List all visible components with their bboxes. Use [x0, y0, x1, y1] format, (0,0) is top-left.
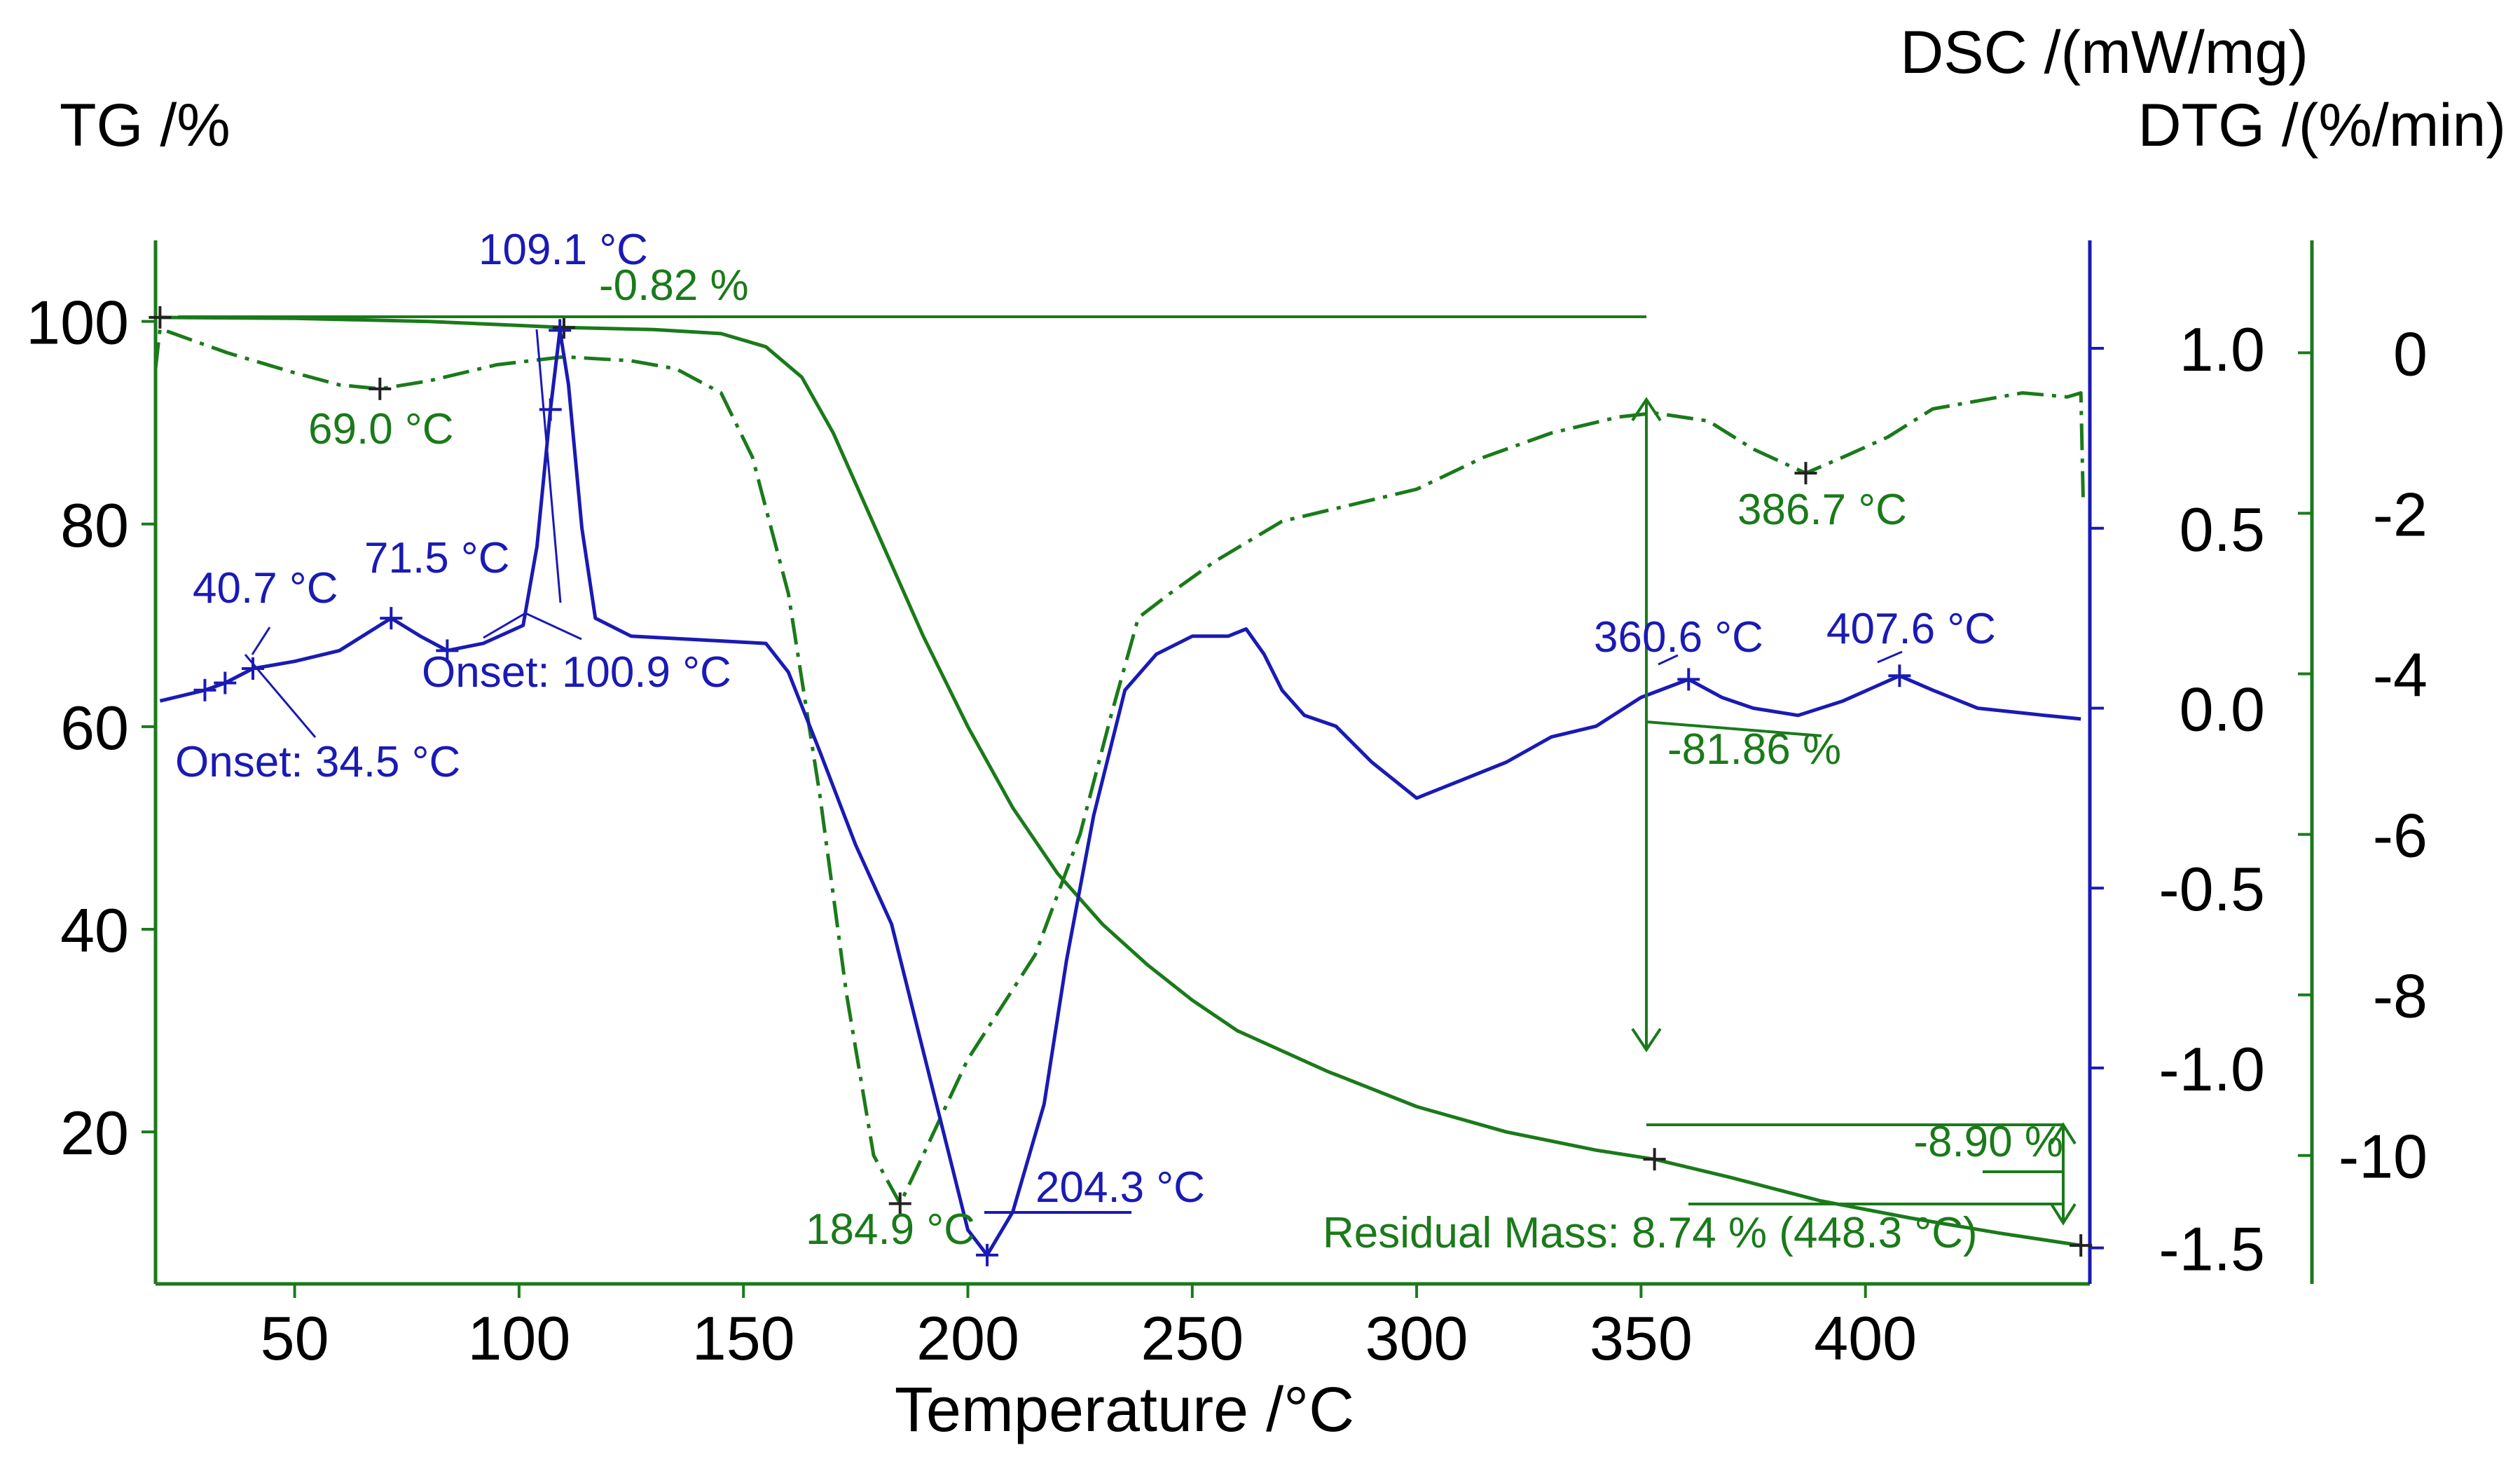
- annot-residual-mass: Residual Mass: 8.74 % (448.3 °C): [1323, 1209, 1978, 1257]
- mass-loss-arrow-1: [1631, 397, 1822, 1053]
- annot-tg-loss-890: -8.90 %: [1913, 1118, 2063, 1166]
- annot-dsc-onset-100: Onset: 100.9 °C: [422, 648, 731, 697]
- dtg-curve: [153, 327, 2085, 1205]
- dtg-tick-label: -8: [2373, 962, 2428, 1031]
- tg-curve: [160, 315, 2081, 1247]
- x-tick-label: 100: [467, 1304, 570, 1373]
- series-layer: [153, 315, 2085, 1257]
- peak-marker: [1677, 668, 1700, 691]
- axis-ticks: [142, 320, 2312, 1298]
- annot-dsc-peak-109: 109.1 °C: [478, 226, 648, 274]
- peak-marker: [380, 607, 403, 630]
- dtg-tick-label: -4: [2373, 641, 2428, 710]
- tg-tick-label: 100: [26, 288, 129, 357]
- tg-axis-title: TG /%: [60, 92, 230, 159]
- dtg-tick-label: -2: [2373, 479, 2428, 549]
- annot-dsc-peak-71: 71.5 °C: [364, 534, 509, 582]
- x-tick-label: 150: [692, 1304, 795, 1373]
- peak-marker: [193, 678, 216, 702]
- peak-marker: [436, 639, 459, 662]
- annot-dsc-peak-407: 407.6 °C: [1826, 605, 1996, 653]
- x-tick-label: 50: [261, 1304, 329, 1373]
- tg-tick-label: 40: [60, 896, 129, 965]
- tg-tick-label: 80: [60, 491, 129, 560]
- x-tick-label: 400: [1814, 1304, 1917, 1373]
- dtg-tick-label: 0: [2393, 319, 2428, 388]
- axis-tick-labels: 50 100 150 200 250 300 350 400 20 40 60 80 100 -1.5 -1…: [26, 288, 2428, 1373]
- x-tick-label: 200: [916, 1304, 1019, 1373]
- tg-tick-label: 20: [60, 1098, 129, 1168]
- x-tick-label: 350: [1590, 1304, 1693, 1373]
- peak-marker: [1794, 462, 1817, 485]
- peak-marker: [242, 657, 265, 680]
- peak-marker: [976, 1243, 999, 1266]
- dsc-tick-label: 0.0: [2180, 674, 2265, 744]
- annot-dtg-peak-69: 69.0 °C: [308, 405, 453, 453]
- x-axis-title: Temperature /°C: [895, 1375, 1354, 1445]
- peak-marker: [369, 377, 392, 400]
- annot-dsc-onset-34: Onset: 34.5 °C: [175, 738, 460, 786]
- peak-marker: [888, 1192, 911, 1215]
- peak-marker: [552, 316, 575, 339]
- annot-dtg-peak-386: 386.7 °C: [1737, 486, 1907, 534]
- annot-tg-loss-082: -0.82 %: [599, 261, 749, 310]
- dsc-curve: [159, 328, 2081, 1257]
- peak-marker: [549, 319, 572, 342]
- annot-dsc-peak-40: 40.7 °C: [193, 564, 338, 613]
- mass-loss-arrow-2: [1646, 1122, 2077, 1226]
- dsc-tick-label: 1.0: [2180, 315, 2265, 384]
- dsc-tick-label: -0.5: [2158, 854, 2265, 924]
- dsc-tick-label: -1.0: [2158, 1034, 2265, 1104]
- peak-marker: [149, 306, 172, 329]
- dtg-axis-title: DTG /(%/min): [2137, 92, 2506, 159]
- annot-dsc-peak-360: 360.6 °C: [1594, 613, 1763, 662]
- x-tick-label: 250: [1141, 1304, 1244, 1373]
- annot-dtg-min-184: 184.9 °C: [806, 1205, 975, 1254]
- dsc-tick-label: -1.5: [2158, 1215, 2265, 1284]
- dtg-tick-label: -6: [2373, 801, 2428, 870]
- peak-marker: [1643, 1148, 1666, 1171]
- marker-layer: [149, 306, 2093, 1266]
- onset-leaders: [244, 329, 1903, 738]
- peak-marker: [1888, 664, 1911, 687]
- dsc-axis-title: DSC /(mW/mg): [1900, 19, 2308, 86]
- peak-marker: [2070, 1234, 2093, 1257]
- annot-dsc-min-204: 204.3 °C: [1035, 1163, 1205, 1212]
- dsc-tick-label: 0.5: [2180, 495, 2265, 564]
- tg-tick-label: 60: [60, 693, 129, 762]
- annot-tg-loss-8186: -81.86 %: [1667, 725, 1841, 774]
- dtg-tick-label: -10: [2339, 1122, 2428, 1191]
- x-tick-label: 300: [1365, 1304, 1468, 1373]
- peak-marker: [214, 671, 237, 695]
